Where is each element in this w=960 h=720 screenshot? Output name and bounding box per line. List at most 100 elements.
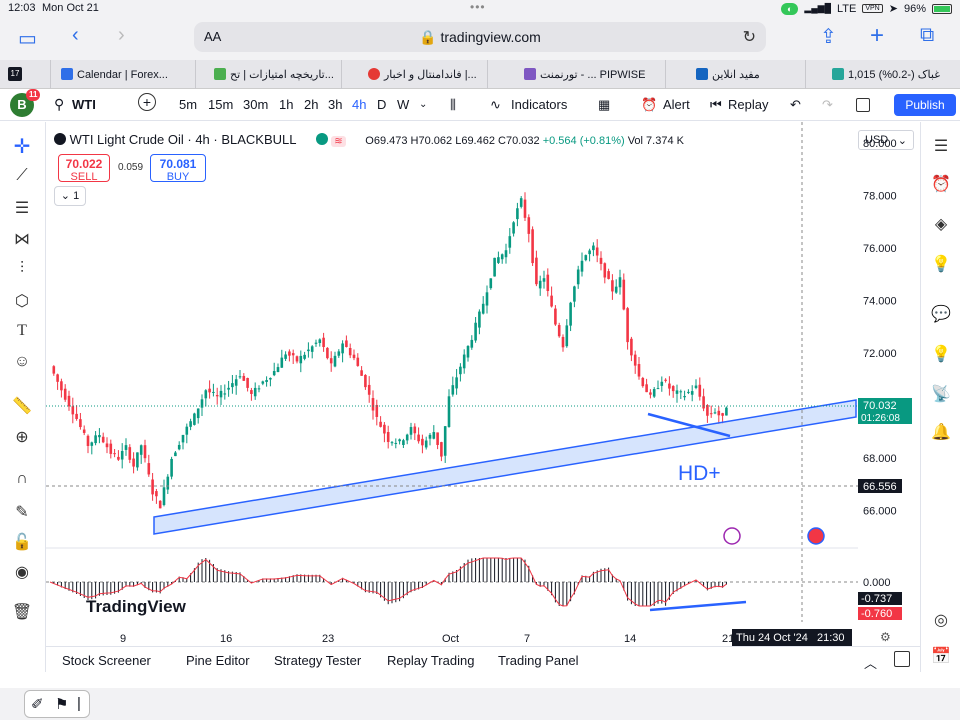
replay-button[interactable]: Replay (728, 97, 769, 112)
cursor-icon[interactable]: | (77, 695, 81, 712)
tab-trading-panel[interactable]: Trading Panel (498, 653, 579, 668)
symbol-search-button[interactable]: WTI (72, 97, 96, 112)
alarm-icon[interactable]: ⏰ (931, 176, 951, 193)
parallel-channel[interactable] (153, 399, 857, 535)
indicators-collapse-button[interactable]: ⌄ 1 (54, 186, 86, 206)
ruler-icon[interactable]: 📏 (12, 398, 32, 415)
trend-line-icon[interactable]: ⟋ (16, 167, 28, 184)
shapes-icon[interactable]: ⬡ (15, 293, 29, 310)
watchlist-icon[interactable]: ☰ (933, 138, 949, 155)
ideas-icon[interactable]: 💡 (931, 256, 951, 273)
reader-settings-button[interactable]: AA (204, 29, 222, 44)
eye-icon[interactable]: ◉ (15, 564, 29, 581)
magnet-icon[interactable]: ∩ (16, 470, 28, 487)
tab-mofid[interactable]: مفید انلاین (665, 60, 805, 89)
hd-annotation[interactable]: HD+ (678, 462, 721, 485)
avatar[interactable]: B 11 (10, 89, 41, 117)
tab-stock-screener[interactable]: Stock Screener (62, 653, 151, 668)
candle-body (284, 354, 287, 359)
interval-dropdown-icon[interactable]: ⌄ (419, 99, 428, 110)
marker-icon[interactable]: ⚑ (55, 696, 69, 713)
back-icon[interactable]: ‹ (72, 24, 79, 46)
replay-icon[interactable]: ⏮ (710, 97, 722, 112)
tab-points-history[interactable]: تاریخچه امتیازات | تح... (195, 60, 341, 89)
interval-4h[interactable]: 4h (352, 97, 367, 112)
tab-strategy-tester[interactable]: Strategy Tester (274, 653, 362, 668)
notification-bell-icon[interactable]: 🔔 (931, 424, 951, 441)
calendar-icon[interactable]: 📅 (931, 648, 951, 665)
settings-gear-icon[interactable]: ⚙ (880, 630, 891, 644)
fullscreen-icon[interactable] (856, 98, 870, 112)
events-icon[interactable] (723, 527, 741, 545)
multitask-dots-icon[interactable]: ••• (470, 0, 486, 14)
emoji-icon[interactable]: ☺ (13, 353, 31, 370)
data-mode-icon[interactable]: ≋ (331, 136, 346, 147)
interval-15m[interactable]: 15m (208, 97, 234, 112)
reload-icon[interactable]: ↻ (742, 29, 756, 46)
fib-retracement-icon[interactable]: ☰ (14, 200, 30, 217)
indicators-button[interactable]: Indicators (511, 97, 568, 112)
tab-replay-trading[interactable]: Replay Trading (387, 653, 475, 668)
forward-icon[interactable]: › (118, 24, 125, 46)
chat-icon[interactable]: 💬 (931, 306, 951, 323)
interval-2h[interactable]: 2h (304, 97, 319, 112)
tab-favicon-icon (61, 68, 73, 80)
sidebar-toggle-icon[interactable]: ▭ (18, 28, 37, 50)
layers-icon[interactable]: ◈ (934, 216, 948, 233)
interval-3h[interactable]: 3h (328, 97, 343, 112)
alert-icon[interactable]: ⏰ (641, 97, 658, 112)
interval-w[interactable]: W (397, 97, 410, 112)
call-pill-icon[interactable]: ◐ (780, 2, 799, 15)
undo-icon[interactable]: ↶ (790, 97, 801, 112)
collapse-panel-icon[interactable]: ︿ (864, 656, 878, 671)
chart-type-icon[interactable]: ⫼ (450, 97, 456, 112)
sell-button[interactable]: 70.022 SELL (58, 154, 110, 183)
redo-icon[interactable]: ↷ (822, 97, 833, 112)
lock-icon[interactable]: 🔓 (12, 534, 32, 551)
tab-calendar[interactable]: Calendar | Forex... (50, 60, 194, 89)
currency-select[interactable]: USD ⌄ (858, 130, 914, 150)
search-icon[interactable]: ⚲ (54, 96, 65, 112)
interval-d[interactable]: D (377, 97, 387, 112)
interval-1h[interactable]: 1h (279, 97, 294, 112)
maximize-panel-icon[interactable] (894, 651, 910, 667)
alert-button[interactable]: Alert (663, 97, 690, 112)
candle-body (542, 278, 546, 282)
target-icon[interactable]: ◎ (934, 612, 948, 629)
trash-icon[interactable]: 🗑 (11, 604, 33, 621)
tab-pipwise[interactable]: تورنمنت - ... PIPWISE (487, 60, 665, 89)
market-status-icon[interactable] (315, 133, 328, 145)
us-flag-icon[interactable] (807, 527, 825, 545)
divergence-line-oscillator[interactable] (649, 600, 747, 612)
tradingview-tab-icon[interactable]: 17 (8, 67, 22, 81)
gann-icon[interactable]: ⫶ (19, 260, 24, 277)
osc-a-label: -0.737 (861, 593, 892, 605)
tab-ghabak[interactable]: غباک (-0.2%) 1,015 (805, 60, 960, 89)
compare-symbol-icon[interactable]: + (138, 93, 156, 111)
pattern-icon[interactable]: ⋈ (14, 231, 30, 248)
bulb-icon[interactable]: 💡 (931, 346, 951, 363)
buy-button[interactable]: 70.081 BUY (150, 154, 206, 183)
tab-fundamental-news[interactable]: فاندامنتال و اخبار |... (341, 60, 487, 89)
tabs-overview-icon[interactable]: ⧉ (920, 24, 935, 46)
address-bar[interactable]: AA 🔒 tradingview.com ↻ (194, 22, 766, 52)
broadcast-icon[interactable]: 📡 (931, 386, 951, 403)
indicators-icon[interactable]: ∿ (490, 97, 501, 112)
text-tool-icon[interactable]: T (17, 322, 27, 339)
lock-drawing-icon[interactable]: ✎ (15, 504, 29, 521)
crosshair-icon[interactable]: ✛ (13, 136, 31, 158)
share-icon[interactable]: ⇪ (820, 26, 837, 48)
new-tab-icon[interactable]: + (870, 22, 885, 49)
chart-area[interactable]: HD+ TradingView 66.000 68.000 7 0.000 72.000… (46, 122, 920, 672)
zoom-in-icon[interactable]: ⊕ (15, 429, 29, 446)
interval-5m[interactable]: 5m (179, 97, 198, 112)
candle-body (717, 410, 721, 416)
divergence-line-price[interactable] (647, 412, 731, 438)
chart-canvas[interactable]: HD+ TradingView 66.000 68.000 7 0.000 72.000… (46, 122, 920, 646)
tab-pine-editor[interactable]: Pine Editor (186, 653, 250, 668)
pen-icon[interactable]: ✐ (31, 696, 44, 713)
publish-button[interactable]: Publish (894, 94, 956, 116)
layout-icon[interactable]: ▦ (598, 97, 611, 112)
legend-title[interactable]: WTI Light Crude Oil · 4h · BLACKBULL (69, 132, 297, 147)
interval-30m[interactable]: 30m (243, 97, 269, 112)
